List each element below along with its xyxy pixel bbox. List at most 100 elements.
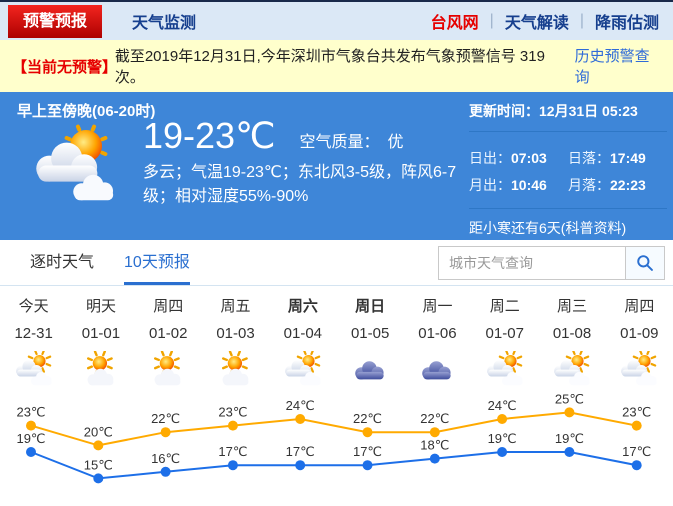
current-weather-panel: 早上至傍晚(06-20时) 19-23℃ 空气质量： 优 多云；气温19-23℃；… [0, 92, 673, 240]
forecast-date: 01-07 [485, 325, 524, 342]
link-rain-estimate[interactable]: 降雨估测 [594, 15, 659, 32]
weather-icon-overcast [404, 348, 471, 394]
top-nav: 预警预报 天气监测 台风网 | 天气解读 | 降雨估测 [0, 0, 673, 40]
temp-label: 23℃ [218, 405, 247, 420]
forecast-column: 周日 01-05 [337, 294, 404, 394]
air-quality-label: 空气质量： [299, 134, 380, 151]
tab-ten-day-forecast[interactable]: 10天预报 [124, 241, 190, 285]
forecast-date: 01-06 [418, 325, 457, 342]
current-weather-main: 19-23℃ 空气质量： 优 多云；气温19-23℃；东北风3-5级，阵风6-7级… [143, 116, 475, 209]
temp-label: 17℃ [286, 444, 315, 459]
temp-label: 20℃ [84, 424, 113, 439]
low-temp-point [160, 466, 171, 477]
weather-icon-cloud-sun [0, 348, 67, 394]
low-temp-point [295, 460, 306, 471]
forecast-column: 周四 01-09 [606, 294, 673, 394]
solar-term-note[interactable]: 距小寒还有6天(科普资料) [469, 220, 627, 236]
update-time-label: 更新时间： [469, 103, 539, 119]
search-icon [637, 254, 653, 271]
forecast-day-label: 周三 [557, 298, 588, 315]
high-temp-point [227, 420, 238, 431]
temp-label: 19℃ [488, 431, 517, 446]
link-typhoon-net[interactable]: 台风网 [430, 15, 479, 32]
forecast-column: 周六 01-04 [269, 294, 336, 394]
forecast-column: 周三 01-08 [538, 294, 605, 394]
forecast-tabs-row: 逐时天气 10天预报 [0, 240, 673, 286]
low-temp-point [227, 460, 238, 471]
forecast-date: 01-01 [81, 325, 121, 342]
low-temp-point [564, 447, 575, 457]
weather-icon-sun-cloud [202, 348, 269, 394]
update-time-value: 12月31日 05:23 [539, 103, 638, 119]
history-warning-link[interactable]: 历史预警查询 [574, 48, 650, 86]
forecast-date: 01-05 [350, 325, 390, 342]
forecast-day-label: 周一 [422, 298, 453, 315]
moonset: 月落：22:23 [568, 177, 646, 193]
temp-label: 19℃ [16, 431, 45, 446]
temp-label: 17℃ [622, 444, 651, 459]
forecast-period-label: 早上至傍晚(06-20时) [17, 103, 156, 120]
low-temp-point [362, 460, 373, 471]
sun-moon-times: 日出：07:03 日落：17:49 月出：10:46 月落：22:23 [469, 132, 667, 209]
high-temp-point [564, 407, 575, 418]
temp-label: 23℃ [16, 405, 45, 420]
separator: | [489, 12, 494, 29]
forecast-column: 周二 01-07 [471, 294, 538, 394]
city-weather-search [438, 245, 665, 280]
moonrise: 月出：10:46 [469, 177, 547, 193]
high-temp-point [631, 420, 642, 431]
weather-icon-overcast [337, 348, 404, 394]
forecast-date: 01-03 [216, 325, 255, 342]
temp-label: 24℃ [488, 398, 517, 413]
temp-label: 16℃ [151, 451, 180, 466]
low-temp-point [631, 460, 642, 471]
tab-hourly-weather[interactable]: 逐时天气 [30, 253, 95, 271]
high-temp-point [93, 440, 104, 451]
weather-icon-cloud-sun [471, 348, 538, 394]
forecast-day-label: 周五 [220, 298, 251, 315]
search-button[interactable] [625, 245, 665, 280]
temp-label: 17℃ [218, 444, 247, 459]
current-weather-side: 更新时间：12月31日 05:23 日出：07:03 日落：17:49 月出：1… [469, 92, 667, 240]
low-temp-line [30, 451, 637, 480]
temp-label: 22℃ [353, 411, 382, 426]
forecast-column: 周四 01-02 [135, 294, 202, 394]
temperature-chart: 23℃ 20℃ 22℃ 23℃ 24℃ 22℃ 22℃ 24℃ 25℃ 23℃ 19℃ 15℃ 16℃ 1… [16, 394, 651, 484]
forecast-day-label: 周二 [489, 298, 520, 315]
forecast-grid: 今天 12-31 明天 01-01 周四 01-02 周五 01-03 [0, 286, 673, 394]
low-temp-point [497, 447, 508, 457]
weather-description: 多云；气温19-23℃；东北风3-5级，阵风6-7级；相对湿度55%-90% [143, 164, 457, 205]
forecast-column: 今天 12-31 [0, 294, 67, 394]
weather-icon-sun-cloud [135, 348, 202, 394]
forecast-column: 明天 01-01 [67, 294, 134, 394]
temp-label: 24℃ [286, 398, 315, 413]
warning-notice-bar: 【当前无预警】 截至2019年12月31日,今年深圳市气象台共发布气象预警信号 … [0, 40, 673, 92]
high-temp-point [497, 414, 508, 424]
link-weather-explain[interactable]: 天气解读 [504, 15, 569, 32]
high-temp-point [26, 420, 36, 431]
forecast-date: 01-09 [620, 325, 659, 342]
low-temp-point [26, 447, 36, 457]
air-quality: 空气质量： 优 [300, 128, 404, 152]
high-temp-point [295, 414, 306, 424]
forecast-day-label: 周日 [355, 298, 386, 315]
sunset: 日落：17:49 [568, 150, 646, 166]
forecast-date: 01-08 [552, 325, 592, 342]
nav-tab-warning-forecast[interactable]: 预警预报 [8, 4, 103, 38]
temp-label: 22℃ [151, 411, 180, 426]
weather-icon-cloud-sun [269, 348, 336, 394]
temp-label: 15℃ [84, 457, 113, 472]
top-nav-links: 台风网 | 天气解读 | 降雨估测 [431, 9, 673, 33]
temp-label: 19℃ [555, 431, 584, 446]
weather-icon-cloud-sun [606, 348, 673, 394]
search-input[interactable] [438, 245, 625, 280]
high-temp-point [362, 427, 373, 438]
high-temp-point [429, 427, 440, 438]
weather-icon-sun-cloud [67, 348, 134, 394]
warning-stats-text: 截至2019年12月31日,今年深圳市气象台共发布气象预警信号 319 次。 [114, 48, 545, 86]
nav-tab-weather-monitor[interactable]: 天气监测 [132, 15, 197, 32]
forecast-day-label: 明天 [85, 298, 116, 315]
forecast-day-label: 今天 [18, 298, 49, 315]
forecast-column: 周一 01-06 [404, 294, 471, 394]
ten-day-forecast: 今天 12-31 明天 01-01 周四 01-02 周五 01-03 [0, 286, 673, 506]
